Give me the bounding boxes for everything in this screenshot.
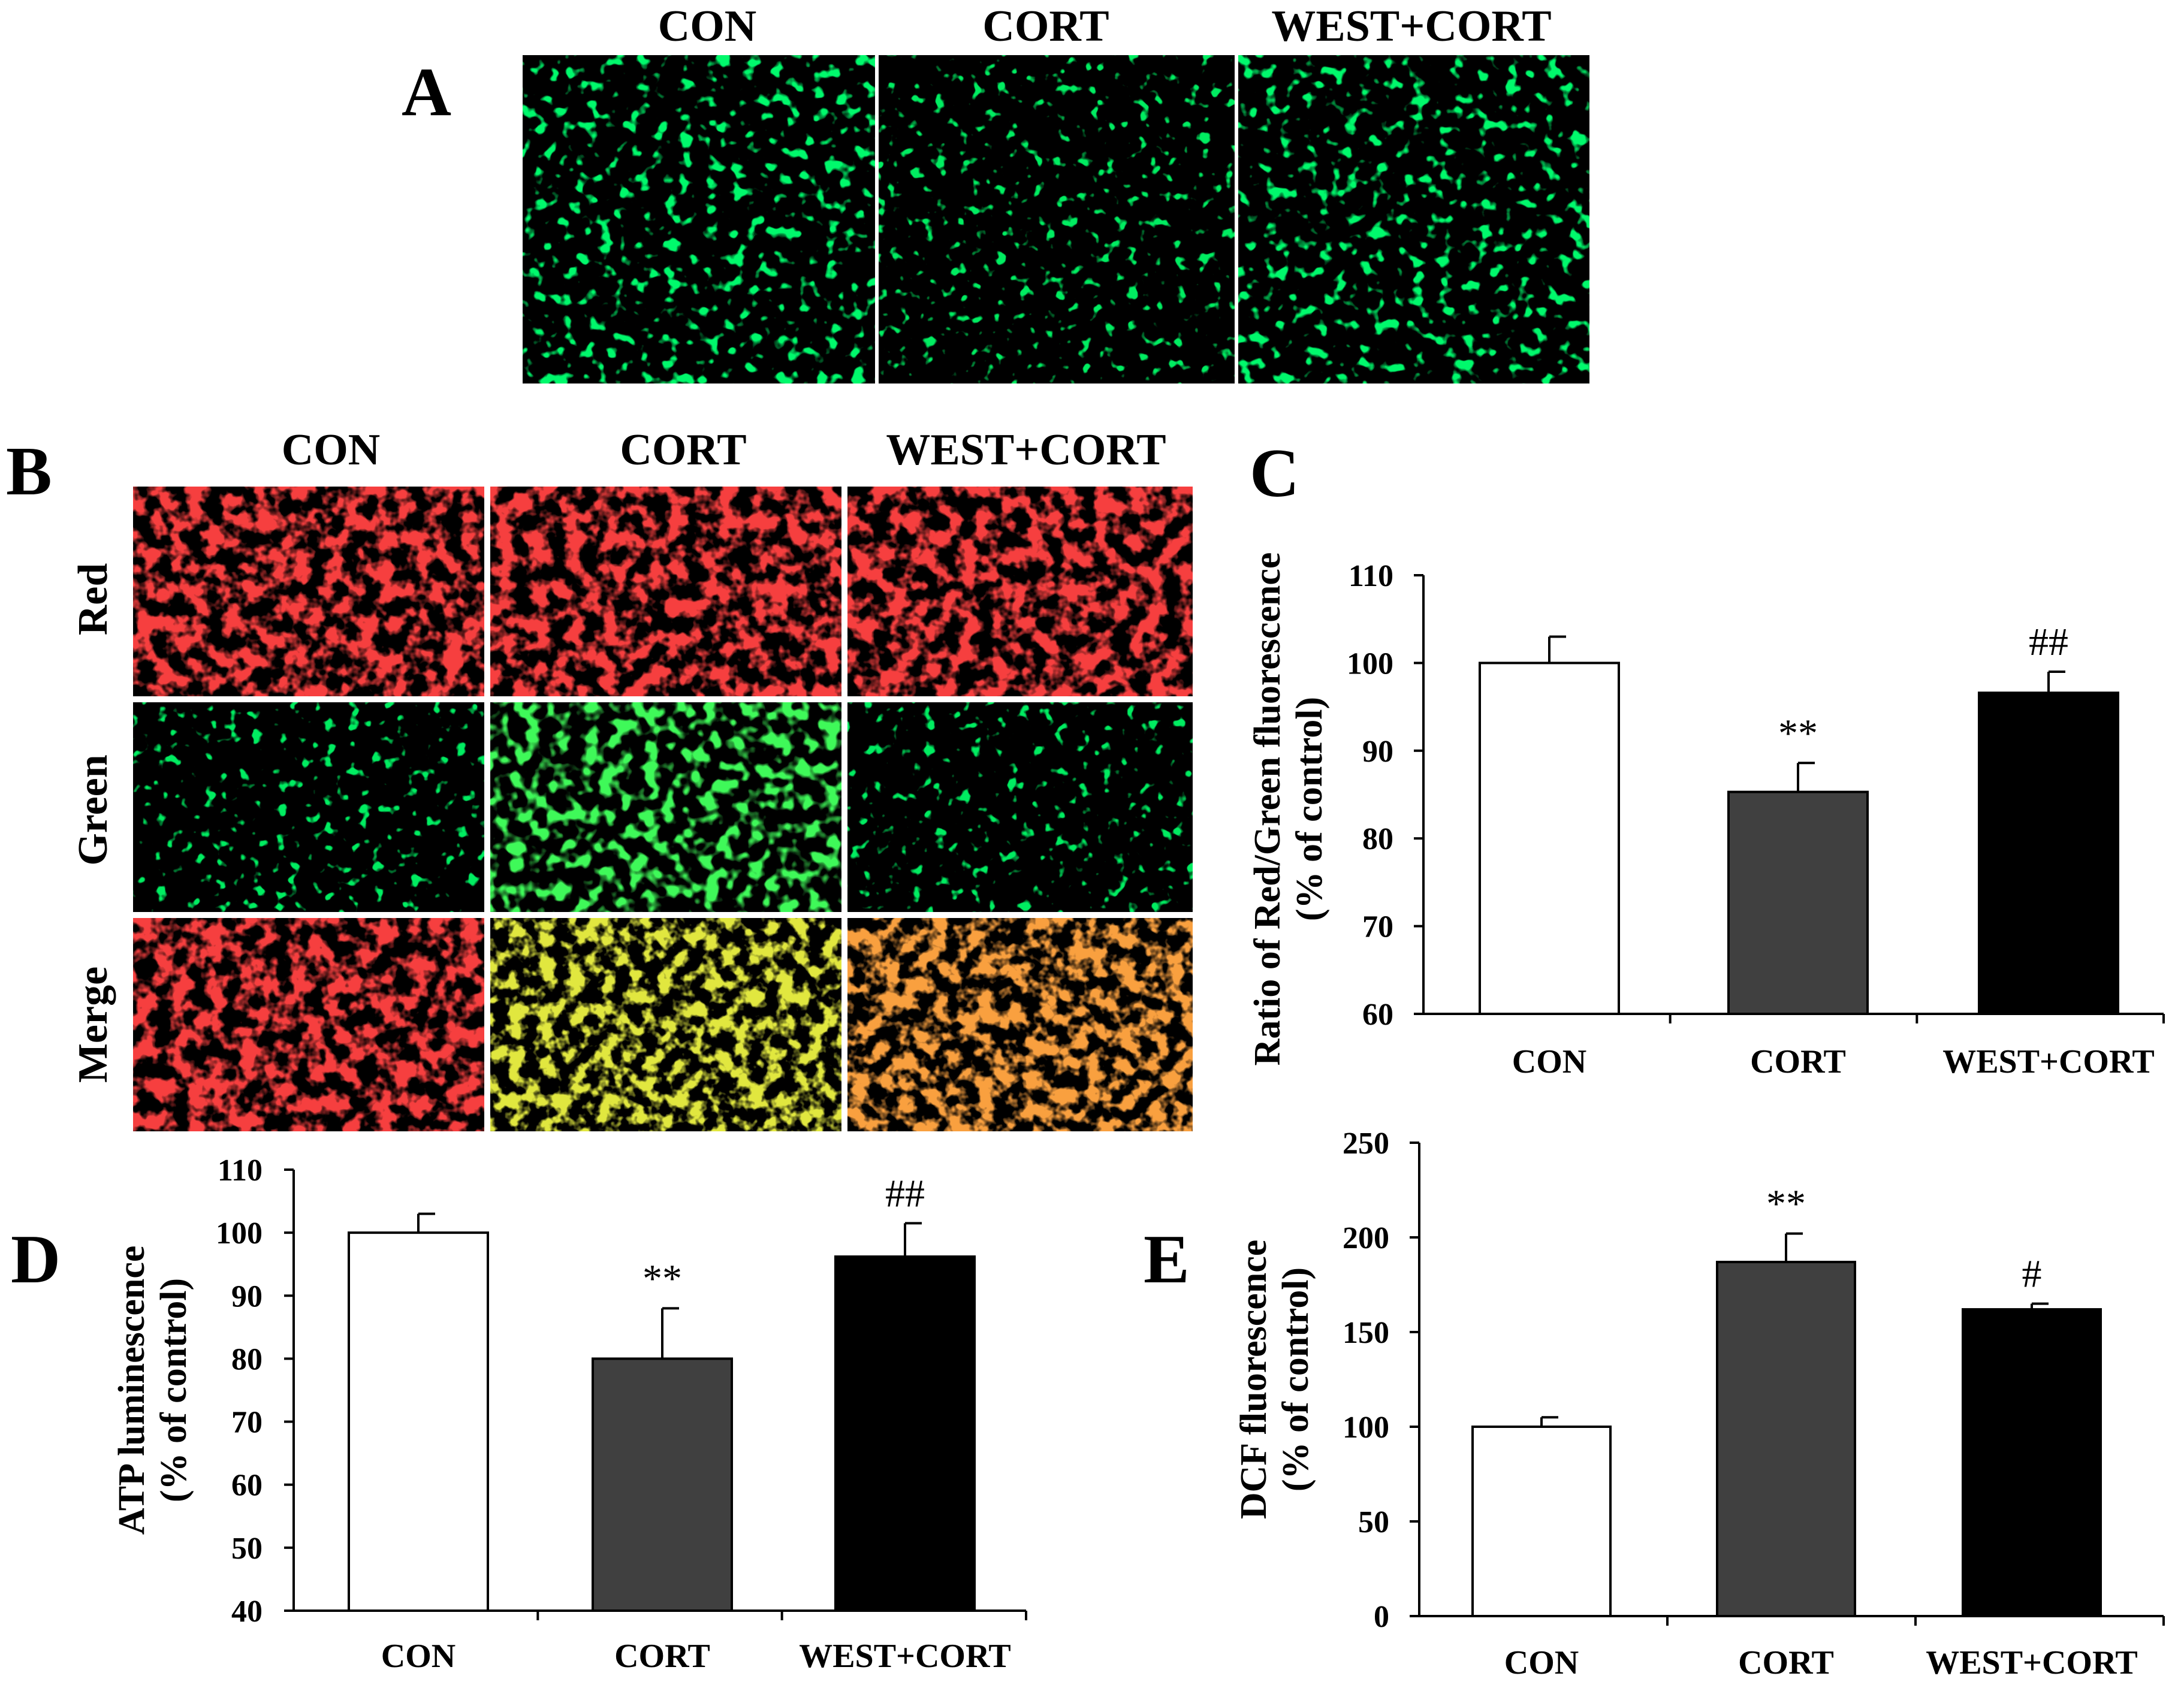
y-tick-label: 80 (1362, 822, 1393, 856)
chart-e: 0 50 100 150 200 250 CON ** CORT # WEST+CORT DCF fl… (1233, 1127, 2165, 1681)
significance-mark: ## (885, 1171, 925, 1215)
significance-mark: ** (642, 1257, 682, 1300)
bar-west-cort (834, 1255, 976, 1612)
y-tick-label: 90 (1362, 735, 1393, 769)
panel-b-row-merge: Merge (70, 967, 116, 1083)
panel-b-image-red-con (133, 487, 484, 696)
bar-west-cort (1978, 691, 2119, 1015)
y-axis-label: (% of control) (153, 1278, 194, 1502)
category-label: WEST+CORT (799, 1638, 1011, 1675)
panel-a-image-con (523, 55, 875, 383)
y-tick-label: 70 (231, 1406, 263, 1440)
panel-b: B CON CORT WEST+CORT Red Green Merge (6, 425, 1193, 1131)
panel-a-column-cort: CORT (982, 2, 1109, 51)
y-axis-label: ATP luminescence (111, 1246, 152, 1535)
category-label: CON (381, 1638, 455, 1675)
chart-d: 40 50 60 70 80 90 100 110 CON ** CORT ## WEST+CORT AT… (111, 1153, 1027, 1675)
y-tick-label: 0 (1374, 1600, 1389, 1634)
panel-b-image-green-con (133, 702, 484, 912)
panel-letter-d: D (11, 1221, 61, 1297)
category-label: WEST+CORT (1926, 1644, 2138, 1681)
y-tick-label: 50 (231, 1532, 263, 1566)
panel-b-row-green: Green (70, 754, 116, 865)
panel-a-image-west-cort (1238, 55, 1589, 383)
y-tick-label: 100 (1343, 1411, 1389, 1445)
y-tick-label: 60 (1362, 998, 1393, 1032)
panel-b-column-con: CON (282, 425, 380, 475)
panel-b-image-red-west-cort (847, 487, 1193, 696)
bar-cort (1727, 790, 1869, 1016)
y-tick-label: 110 (1349, 559, 1393, 593)
y-axis-label: (% of control) (1289, 697, 1330, 921)
panel-b-image-green-west-cort (847, 702, 1193, 912)
panel-b-column-west-cort: WEST+CORT (886, 425, 1166, 475)
panel-b-image-merge-cort (490, 918, 841, 1131)
panel-a-column-con: CON (658, 2, 756, 51)
bar-con (348, 1231, 489, 1612)
y-tick-label: 250 (1343, 1127, 1389, 1161)
y-tick-label: 90 (231, 1279, 263, 1313)
y-tick-label: 70 (1362, 910, 1393, 944)
y-axis-label: (% of control) (1275, 1267, 1316, 1491)
panel-a-column-west-cort: WEST+CORT (1271, 2, 1551, 51)
category-label: CORT (614, 1638, 710, 1675)
panel-b-image-green-cort (490, 702, 841, 912)
significance-mark: # (2022, 1252, 2042, 1296)
y-tick-label: 60 (231, 1469, 263, 1503)
bar-cort (1716, 1261, 1856, 1618)
chart-c: 60 70 80 90 100 110 CON ** CORT ## WEST+CORT Ratio … (1247, 552, 2165, 1080)
bar-con (1471, 1426, 1612, 1617)
significance-mark: ** (1778, 711, 1818, 755)
panel-b-image-merge-west-cort (847, 918, 1193, 1131)
category-label: CON (1504, 1644, 1579, 1681)
category-label: CORT (1738, 1644, 1834, 1681)
y-tick-label: 50 (1358, 1505, 1389, 1539)
panel-letter-a: A (402, 54, 451, 130)
significance-mark: ** (1766, 1182, 1806, 1226)
panel-letter-e: E (1144, 1221, 1190, 1297)
panel-letter-b: B (6, 433, 52, 509)
bar-west-cort (1962, 1308, 2102, 1618)
y-tick-label: 110 (218, 1153, 263, 1188)
y-tick-label: 80 (231, 1342, 263, 1376)
panel-b-image-red-cort (490, 487, 841, 696)
bar-con (1479, 662, 1620, 1015)
y-tick-label: 100 (216, 1216, 263, 1251)
category-label: CON (1512, 1043, 1586, 1080)
y-axis-label: DCF fluorescence (1233, 1240, 1274, 1520)
bar-cort (592, 1357, 733, 1612)
y-axis-label: Ratio of Red/Green fluorescence (1247, 552, 1288, 1066)
y-tick-label: 40 (231, 1595, 263, 1629)
y-tick-label: 200 (1343, 1221, 1389, 1255)
panel-b-column-cort: CORT (620, 425, 746, 475)
category-label: WEST+CORT (1942, 1043, 2155, 1080)
panel-b-row-red: Red (70, 563, 116, 636)
category-label: CORT (1750, 1043, 1846, 1080)
y-tick-label: 100 (1347, 647, 1393, 681)
panel-a-image-cort (879, 55, 1235, 383)
y-tick-label: 150 (1343, 1316, 1389, 1350)
panel-letter-c: C (1250, 435, 1299, 511)
panel-a: A CON CORT WEST+CORT (402, 2, 1589, 383)
panel-b-image-merge-con (133, 918, 484, 1131)
significance-mark: ## (2029, 620, 2068, 664)
